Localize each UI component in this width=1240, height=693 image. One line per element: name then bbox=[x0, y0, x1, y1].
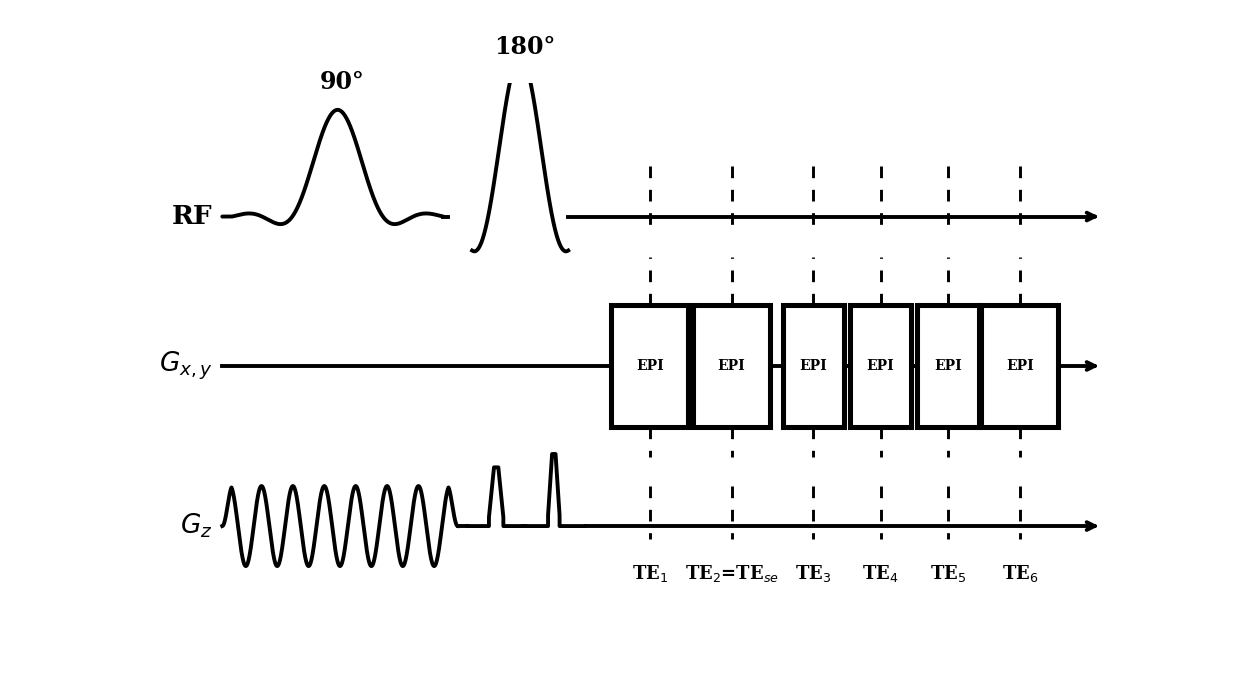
Text: TE$_3$: TE$_3$ bbox=[795, 563, 831, 584]
Bar bbox=[693, 305, 770, 428]
Bar bbox=[611, 305, 688, 428]
Text: EPI: EPI bbox=[636, 359, 663, 373]
Text: TE$_1$: TE$_1$ bbox=[632, 563, 668, 584]
Text: EPI: EPI bbox=[718, 359, 745, 373]
Bar bbox=[782, 305, 844, 428]
Bar bbox=[918, 305, 978, 428]
Text: EPI: EPI bbox=[867, 359, 894, 373]
Text: RF: RF bbox=[172, 204, 213, 229]
Bar bbox=[849, 305, 911, 428]
Text: EPI: EPI bbox=[1006, 359, 1034, 373]
Text: $G_{x,y}$: $G_{x,y}$ bbox=[159, 350, 213, 382]
Text: $G_z$: $G_z$ bbox=[180, 512, 213, 541]
Text: EPI: EPI bbox=[800, 359, 827, 373]
Text: TE$_2$=TE$_{se}$: TE$_2$=TE$_{se}$ bbox=[684, 563, 779, 584]
Text: TE$_6$: TE$_6$ bbox=[1002, 563, 1038, 584]
Text: 90°: 90° bbox=[320, 70, 365, 94]
Text: EPI: EPI bbox=[934, 359, 962, 373]
Text: TE$_5$: TE$_5$ bbox=[930, 563, 966, 584]
Text: 180°: 180° bbox=[495, 35, 556, 59]
Text: TE$_4$: TE$_4$ bbox=[862, 563, 899, 584]
Bar bbox=[982, 305, 1058, 428]
